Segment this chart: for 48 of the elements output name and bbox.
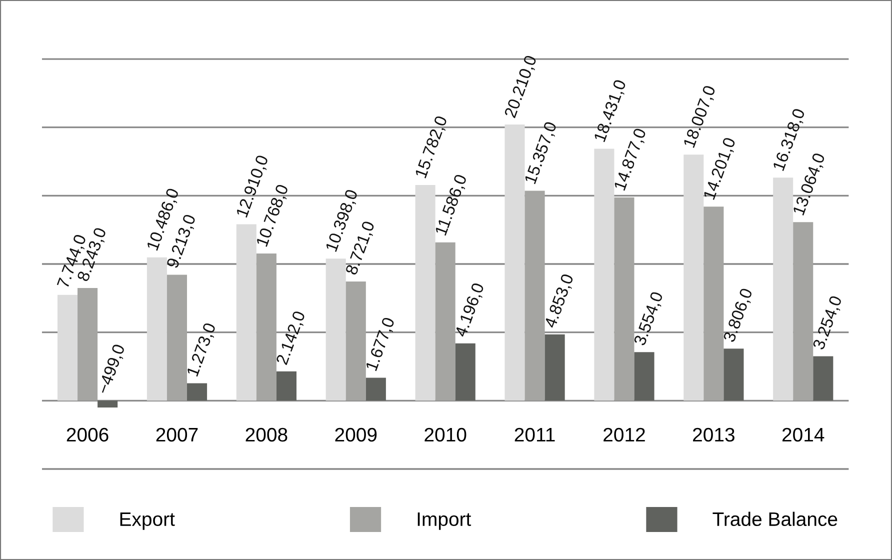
data-label: 1.273,0 <box>186 322 218 378</box>
bar <box>236 224 256 401</box>
data-label: −499,0 <box>96 343 127 396</box>
bar <box>614 197 634 401</box>
bar <box>793 222 814 401</box>
legend-label: Export <box>120 512 175 530</box>
bar <box>57 294 78 401</box>
bar <box>504 124 525 401</box>
bar <box>773 178 794 401</box>
legend-label: Import <box>418 512 472 530</box>
bar <box>326 258 346 401</box>
x-tick-label: 2012 <box>604 428 645 442</box>
data-label: 4.196,0 <box>454 282 486 338</box>
bar <box>724 348 744 401</box>
bar <box>98 400 118 408</box>
data-label: 3.806,0 <box>722 288 754 344</box>
bar <box>346 281 366 401</box>
bar <box>366 378 386 401</box>
bar <box>704 206 724 401</box>
bar <box>78 288 98 401</box>
bar <box>166 274 188 401</box>
x-tick-label: 2011 <box>514 428 555 442</box>
bar <box>146 257 167 401</box>
data-label: 4.853,0 <box>544 273 576 330</box>
x-tick-label: 2007 <box>156 428 198 442</box>
bar <box>544 334 565 401</box>
bar <box>813 356 834 401</box>
x-tick-label: 2006 <box>66 428 108 442</box>
bar <box>256 254 276 401</box>
bar <box>276 371 296 401</box>
bar <box>455 343 476 401</box>
data-label: 3.254,0 <box>812 295 844 351</box>
bar <box>415 184 436 401</box>
x-tick-label: 2009 <box>335 428 377 442</box>
bar <box>435 242 456 401</box>
bar <box>187 383 208 401</box>
bar <box>524 190 545 401</box>
data-label: 3.554,0 <box>633 291 665 347</box>
x-tick-label: 2013 <box>693 428 734 442</box>
bar <box>634 352 654 401</box>
data-label: 2.142,0 <box>276 310 308 366</box>
x-tick-label: 2014 <box>782 428 824 442</box>
legend-label: Trade Balance <box>712 512 838 526</box>
bar <box>594 148 614 401</box>
x-tick-label: 2008 <box>246 428 288 442</box>
x-tick-label: 2010 <box>424 428 466 442</box>
data-label: 1.677,0 <box>365 316 397 372</box>
bar <box>684 154 704 401</box>
